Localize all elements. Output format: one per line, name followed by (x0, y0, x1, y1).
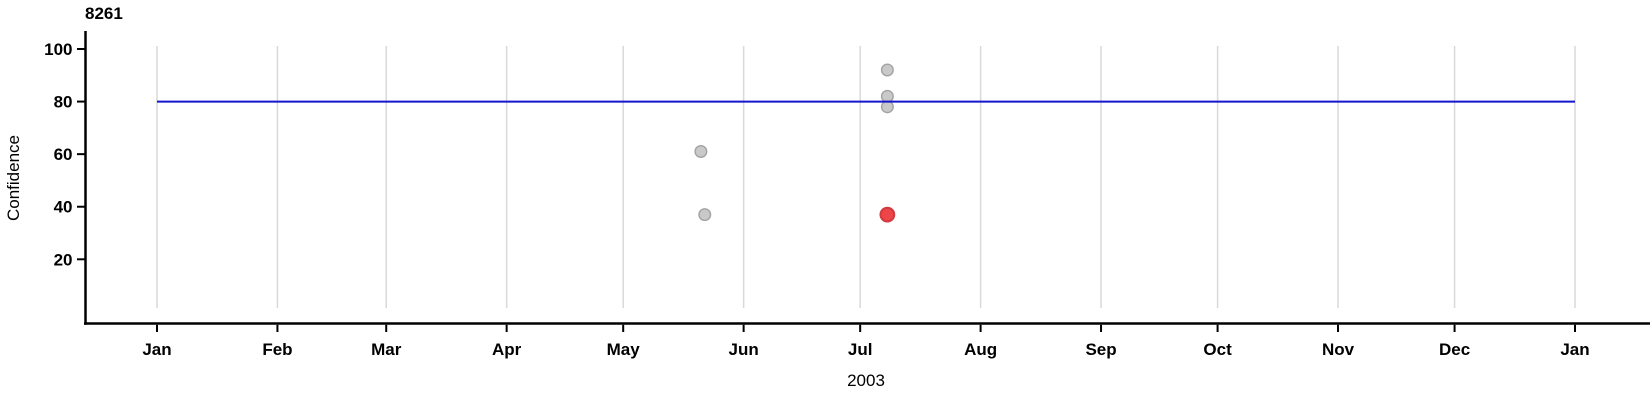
y-tick-label: 20 (54, 250, 73, 269)
x-axis-year-label: 2003 (847, 371, 885, 390)
y-tick-label: 60 (54, 145, 73, 164)
data-point (880, 63, 894, 77)
chart-title: 8261 (85, 4, 123, 23)
x-tick-label: Mar (371, 340, 402, 359)
x-tick-label: Apr (492, 340, 522, 359)
x-tick-label: May (607, 340, 641, 359)
x-tick-label: Jun (729, 340, 759, 359)
y-tick-label: 100 (44, 40, 72, 59)
y-tick-label: 80 (54, 93, 73, 112)
x-tick-label: Sep (1085, 340, 1116, 359)
data-point (698, 208, 712, 222)
data-point (880, 100, 894, 114)
x-tick-label: Dec (1439, 340, 1470, 359)
x-tick-label: Nov (1322, 340, 1355, 359)
x-tick-label: Jan (142, 340, 171, 359)
y-tick-label: 40 (54, 198, 73, 217)
x-tick-label: Jul (848, 340, 873, 359)
x-tick-label: Oct (1203, 340, 1232, 359)
data-point (694, 145, 708, 159)
x-tick-label: Aug (964, 340, 997, 359)
x-tick-label: Feb (262, 340, 292, 359)
highlighted-data-point (879, 206, 896, 223)
x-tick-label: Jan (1560, 340, 1589, 359)
